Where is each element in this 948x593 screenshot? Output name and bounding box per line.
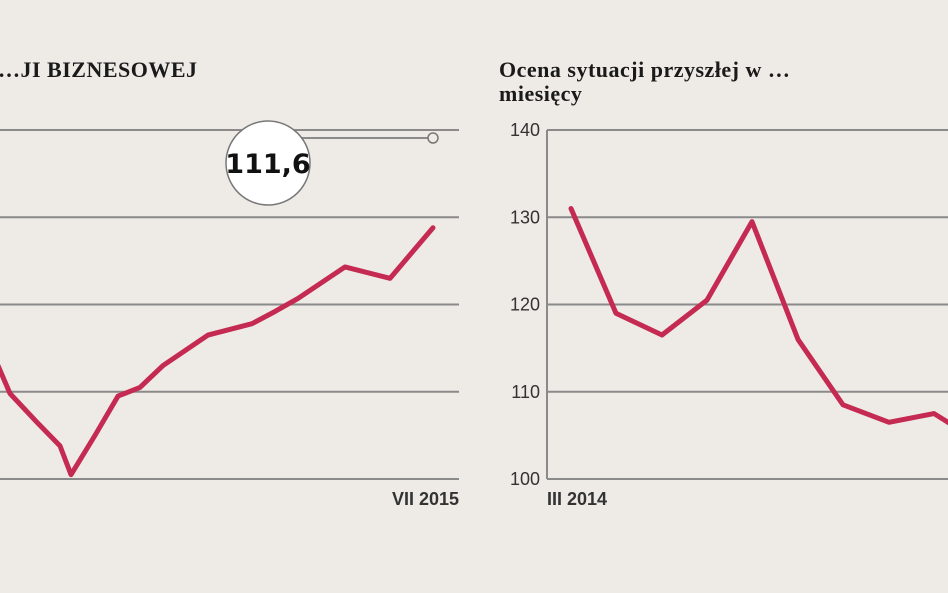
right-data-point-0 <box>570 208 572 210</box>
right-data-point-4 <box>751 221 753 223</box>
right-y-tick-4: 100 <box>510 469 540 489</box>
left-data-point-1 <box>9 392 11 394</box>
right-chart-title: Ocena sytuacji przyszłej w … <box>499 57 790 82</box>
right-y-tick-2: 120 <box>510 295 540 315</box>
right-data-point-3 <box>706 299 708 301</box>
left-data-point-9 <box>207 334 209 336</box>
left-data-point-10 <box>251 323 253 325</box>
right-data-point-6 <box>842 404 844 406</box>
right-data-point-7 <box>888 421 890 423</box>
left-data-point-13 <box>344 266 346 268</box>
left-chart-title: …JI BIZNESOWEJ <box>0 57 198 82</box>
left-data-point-5 <box>94 434 96 436</box>
right-y-tick-1: 130 <box>510 207 540 227</box>
left-series-line <box>0 225 436 478</box>
left-data-point-6 <box>117 395 119 397</box>
right-y-tick-3: 110 <box>511 382 540 402</box>
left-data-point-15 <box>432 227 434 229</box>
left-callout-value: 111,6 <box>225 149 310 180</box>
right-x-label: III 2014 <box>547 489 607 509</box>
right-chart-title-line2: miesięcy <box>499 81 582 106</box>
left-data-point-8 <box>162 365 164 367</box>
right-data-point-1 <box>615 312 617 314</box>
left-data-point-12 <box>297 297 299 299</box>
left-data-point-2 <box>36 421 38 423</box>
left-data-point-3 <box>59 445 61 447</box>
right-data-point-2 <box>661 334 663 336</box>
left-x-label: VII 2015 <box>392 489 459 509</box>
left-endpoint-marker <box>427 132 439 144</box>
left-data-point-14 <box>389 277 391 279</box>
left-data-point-11 <box>274 310 276 312</box>
left-data-point-4 <box>70 474 72 476</box>
left-grid <box>0 129 459 480</box>
left-data-point-7 <box>139 386 141 388</box>
right-series-line <box>568 206 948 426</box>
right-series <box>568 206 948 426</box>
right-grid: 140 130 120 110 100 <box>510 120 948 489</box>
left-series <box>0 225 436 478</box>
right-data-point-5 <box>797 338 799 340</box>
left-callout-bubble <box>225 120 311 206</box>
right-data-point-8 <box>933 413 935 415</box>
right-y-tick-0: 140 <box>510 120 540 140</box>
